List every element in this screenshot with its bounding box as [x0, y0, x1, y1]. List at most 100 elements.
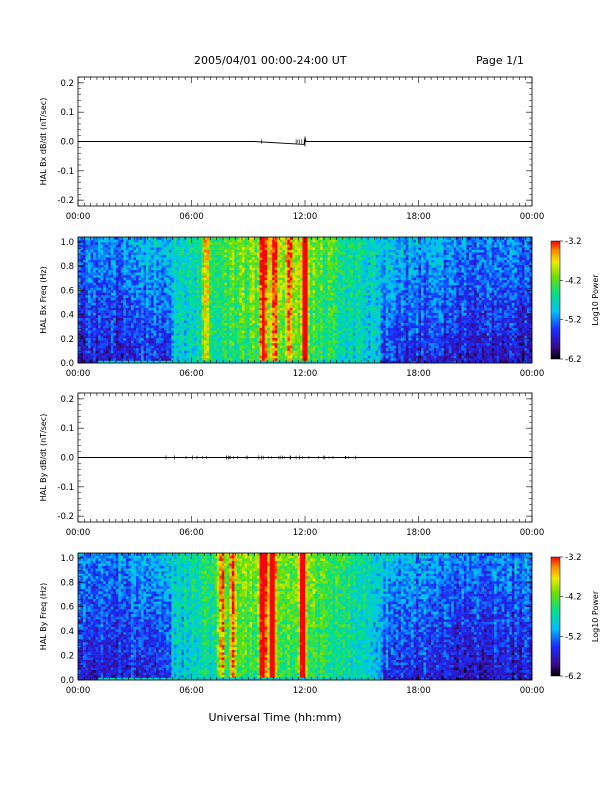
spectrogram-cell — [236, 300, 240, 303]
spectrogram-cell — [153, 305, 157, 308]
spectrogram-cell — [98, 325, 101, 329]
spectrogram-cell — [241, 292, 245, 296]
spectrogram-cell — [108, 320, 112, 323]
spectrogram-cell — [136, 342, 139, 346]
spectrogram-cell — [279, 315, 283, 318]
spectrogram-cell — [246, 297, 250, 301]
spectrogram-cell — [219, 317, 223, 321]
spectrogram-cell — [204, 282, 207, 286]
spectrogram-cell — [90, 277, 94, 281]
spectrogram-cell — [199, 347, 202, 351]
spectrogram-cell — [100, 335, 104, 339]
spectrogram-cell — [204, 302, 207, 306]
spectrogram-cell — [221, 292, 225, 296]
spectrogram-cell — [168, 279, 172, 283]
spectrogram-cell — [158, 257, 162, 260]
spectrogram-cell — [204, 320, 207, 323]
spectrogram-cell — [292, 322, 296, 326]
spectrogram-cell — [118, 307, 122, 311]
spectrogram-cell — [151, 320, 154, 323]
spectrogram-cell — [194, 345, 197, 349]
spectrogram-cell — [315, 267, 318, 271]
spectrogram-cell — [88, 320, 91, 323]
spectrogram-cell — [173, 355, 177, 359]
spectrogram-cell — [166, 242, 170, 245]
spectrogram-cell — [299, 357, 303, 361]
spectrogram-cell — [246, 279, 250, 283]
spectrogram-cell — [239, 307, 243, 311]
spectrogram-cell — [166, 350, 170, 354]
spectrogram-cell — [133, 335, 137, 339]
spectrogram-cell — [191, 242, 195, 245]
spectrogram-cell — [221, 342, 225, 346]
spectrogram-cell — [163, 302, 167, 306]
spectrogram-cell — [201, 267, 205, 271]
spectrogram-cell — [105, 264, 109, 268]
spectrogram-cell — [98, 282, 101, 286]
spectrogram-cell — [194, 315, 197, 318]
spectrogram-cell — [166, 325, 170, 329]
spectrogram-cell — [279, 287, 283, 291]
spectrogram-cell — [264, 274, 268, 278]
spectrogram-cell — [307, 267, 311, 271]
spectrogram-cell — [239, 342, 243, 346]
spectrogram-cell — [221, 327, 225, 331]
spectrogram-cell — [156, 269, 160, 273]
spectrogram-cell — [236, 325, 240, 329]
spectrogram-cell — [294, 345, 298, 349]
spectrogram-cell — [161, 337, 165, 341]
spectrogram-cell — [274, 249, 278, 253]
spectrogram-cell — [98, 340, 101, 344]
spectrogram-cell — [171, 302, 175, 306]
spectrogram-cell — [151, 262, 154, 266]
spectrogram-cell — [214, 332, 218, 336]
spectrogram-cell — [211, 327, 215, 331]
spectrogram-cell — [302, 327, 306, 331]
spectrogram-cell — [289, 267, 293, 271]
spectrogram-cell — [229, 335, 233, 339]
spectrogram-cell — [221, 259, 225, 263]
spectrogram-cell — [252, 247, 255, 250]
spectrogram-cell — [88, 322, 91, 326]
spectrogram-cell — [128, 249, 132, 253]
spectrogram-cell — [216, 262, 220, 266]
spectrogram-cell — [133, 274, 137, 278]
spectrogram-cell — [269, 254, 273, 258]
spectrogram-cell — [246, 327, 250, 331]
spectrogram-cell — [274, 330, 278, 334]
spectrogram-cell — [299, 287, 303, 291]
spectrogram-cell — [244, 279, 248, 283]
spectrogram-cell — [88, 332, 91, 336]
spectrogram-cell — [78, 302, 81, 306]
spectrogram-cell — [307, 297, 311, 301]
spectrogram-cell — [196, 337, 200, 341]
spectrogram-cell — [249, 292, 253, 296]
spectrogram-cell — [305, 267, 308, 271]
spectrogram-cell — [143, 307, 147, 311]
spectrogram-cell — [292, 294, 296, 298]
spectrogram-cell — [173, 312, 177, 316]
spectrogram-cell — [249, 322, 253, 326]
spectrogram-cell — [252, 327, 255, 331]
spectrogram-cell — [153, 269, 157, 273]
spectrogram-cell — [138, 292, 142, 296]
spectrogram-cell — [241, 244, 245, 248]
spectrogram-cell — [312, 312, 316, 316]
spectrogram-cell — [130, 320, 134, 323]
spectrogram-cell — [315, 310, 318, 313]
spectrogram-cell — [236, 287, 240, 291]
spectrogram-cell — [83, 264, 86, 268]
spectrogram-cell — [143, 335, 147, 339]
spectrogram-cell — [274, 310, 278, 313]
spectrogram-cell — [88, 315, 91, 318]
spectrogram-cell — [241, 259, 245, 263]
spectrogram-cell — [105, 262, 109, 266]
spectrogram-cell — [289, 289, 293, 293]
spectrogram-cell — [209, 352, 212, 356]
spectrogram-cell — [204, 267, 207, 271]
spectrogram-cell — [128, 252, 132, 255]
spectrogram-cell — [221, 340, 225, 344]
spectrogram-cell — [108, 259, 112, 263]
spectrogram-cell — [259, 357, 263, 361]
spectrogram-cell — [103, 302, 107, 306]
